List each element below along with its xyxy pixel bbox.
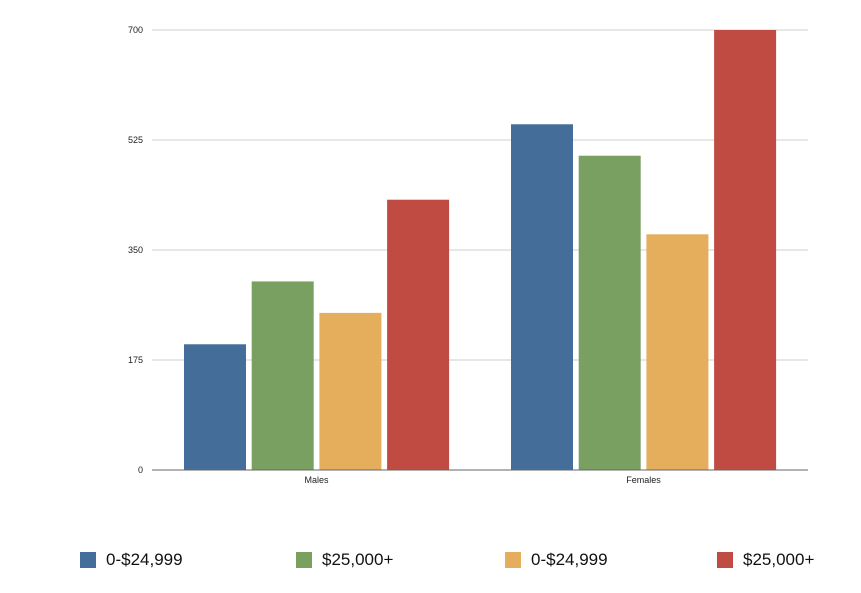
legend-swatch [296,552,312,568]
x-category-label: Females [626,475,661,485]
legend-item: $25,000+ [296,548,393,572]
legend-item: 0-$24,999 [505,548,608,572]
bar [714,30,777,470]
legend-item: 0-$24,999 [80,548,183,572]
legend-label: 0-$24,999 [531,550,608,569]
gridlines [152,29,808,361]
x-axis-categories: Males Females [305,475,662,485]
x-category-label: Males [305,475,330,485]
legend-label: $25,000+ [322,550,394,569]
bar [251,281,314,470]
bar [578,155,641,470]
y-tick-label: 350 [128,245,143,255]
y-tick-label: 700 [128,25,143,35]
legend-swatch [505,552,521,568]
y-tick-label: 525 [128,135,143,145]
bar [511,124,573,471]
y-axis-ticks: 0 175 350 525 700 [128,25,143,475]
legend-swatch [80,552,96,568]
bar-chart: 0 175 350 525 700 Males Females [128,25,808,485]
legend-swatch [717,552,733,568]
y-tick-label: 175 [128,355,143,365]
legend-label: 0-$24,999 [106,550,183,569]
legend: 0-$24,999 $25,000+ 0-$24,999 $25,000+ [0,548,861,572]
legend-item: $25,000+ [717,548,814,572]
bar [319,312,382,470]
bars [184,30,777,471]
legend-label: $25,000+ [743,550,815,569]
bar [646,234,709,470]
y-tick-label: 0 [138,465,143,475]
bar [387,199,450,470]
bar [184,344,246,470]
